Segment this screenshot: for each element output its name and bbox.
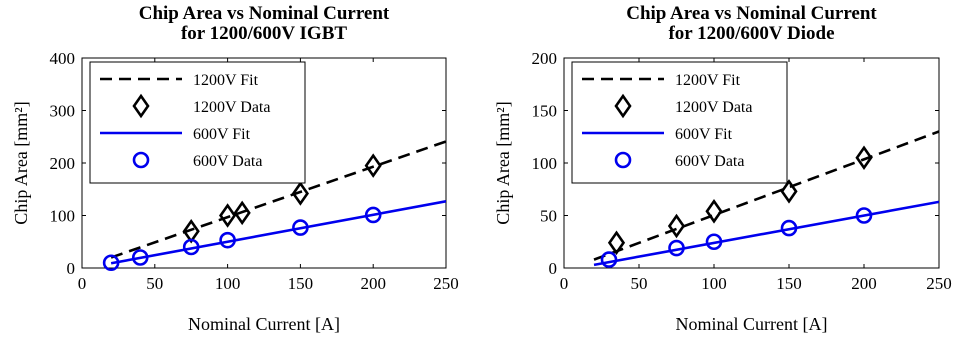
chart1-series-1200v-fit-line: [110, 140, 446, 259]
chart1-series-600v-data-point-4: [292, 219, 309, 236]
chart1-legend-entry-4-swatch: [132, 151, 150, 169]
chart1-series-600v-data-point-2: [182, 238, 200, 256]
chart1-xlabel: Nominal Current [A]: [188, 314, 340, 334]
chart1-series-600v-fit-line: [110, 200, 446, 265]
chart1-series-1200v-data-point-2: [233, 200, 251, 226]
chart2-xtick-label-3: 150: [776, 274, 802, 293]
chart2-ytick-label-1: 50: [540, 207, 557, 226]
chart2-legend-entry-2-swatch: [614, 93, 632, 119]
chart2-xlabel: Nominal Current [A]: [676, 314, 828, 334]
chart1-ylabel: Chip Area [mm²]: [11, 101, 31, 224]
chart2-xtick-label-0: 0: [560, 274, 569, 293]
chart2-series-600v-data-point-1: [668, 239, 685, 257]
chart1-series-600v-data-point-5: [364, 206, 382, 224]
chart1-series-600v-data-point-0: [102, 254, 120, 272]
chart2-ytick-label-2: 100: [532, 154, 558, 173]
chart1-series-1200v-data-point-3: [291, 181, 309, 206]
chart1-legend-entry-3-label: 600V Fit: [193, 126, 251, 143]
chart2-title-line-2: for 1200/600V Diode: [668, 23, 834, 44]
chart2-xtick-label-4: 200: [851, 274, 877, 293]
chart2-series-1200v-data-point-3: [780, 179, 798, 204]
chart2-series-600v-fit-line: [593, 200, 939, 267]
chart1-ytick-label-2: 200: [50, 154, 76, 173]
chart2-series-600v-data-point-3: [780, 219, 798, 237]
chart2-legend-entry-3-label: 600V Fit: [675, 126, 733, 143]
chart2-series-600v-data-point-0: [600, 251, 618, 268]
chart1-xtick-label-2: 100: [215, 274, 241, 293]
chart2-legend: 1200V Fit 1200V Data 600V Fit 600V Data: [571, 61, 788, 184]
chart1-legend-entry-1-label: 1200V Fit: [193, 72, 259, 89]
chart2-series-1200v-data-point-1: [667, 213, 686, 239]
chart1-xtick-label-3: 150: [288, 274, 314, 293]
chart2-ylabel: Chip Area [mm²]: [493, 101, 513, 224]
chart1-legend-box: [89, 61, 306, 184]
chart1-xtick-label-1: 50: [146, 274, 163, 293]
chart2-ytick-label-3: 150: [532, 102, 558, 121]
chart1-ytick-label-0: 0: [67, 259, 76, 278]
chart2-series-600v-data-point-2: [705, 233, 723, 251]
chart1-legend-entry-4-label: 600V Data: [193, 153, 262, 170]
chart1-series-600v-data-point-1: [131, 249, 149, 266]
chart2-ytick-label-4: 200: [532, 49, 558, 68]
chart1-legend-entry-2-swatch: [132, 93, 150, 119]
chart1-ytick-label-3: 300: [50, 102, 76, 121]
chart2-ytick-label-0: 0: [549, 259, 558, 278]
chart1-xtick-label-0: 0: [78, 274, 87, 293]
chart2-xtick-label-5: 250: [926, 274, 952, 293]
chart1-legend: 1200V Fit 1200V Data 600V Fit 600V Data: [89, 61, 306, 184]
chart2-title-line-1: Chip Area vs Nominal Current: [626, 3, 877, 24]
chart2-legend-box: [571, 61, 788, 184]
chart2-series-1200v-fit-line: [593, 130, 939, 261]
chart2-legend-entry-2-label: 1200V Data: [675, 99, 752, 116]
chart2-legend-entry-4-label: 600V Data: [675, 153, 744, 170]
chart1-xtick-label-5: 250: [433, 274, 459, 293]
chart2-legend-entry-1-label: 1200V Fit: [675, 72, 741, 89]
chart1-legend-entry-2-label: 1200V Data: [193, 99, 270, 116]
chart1-ytick-label-4: 400: [50, 49, 76, 68]
chart2-series-1200v-data-point-4: [855, 145, 873, 171]
chart2-xtick-label-1: 50: [631, 274, 648, 293]
chart1-title-line-1: Chip Area vs Nominal Current: [139, 3, 390, 24]
chart1-series-1200v-data-point-4: [364, 153, 382, 178]
chart2-xtick-label-2: 100: [701, 274, 727, 293]
chart1-xtick-label-4: 200: [360, 274, 386, 293]
chart1-series-600v-data-point-3: [219, 231, 236, 249]
chart2-plot-area: [593, 130, 939, 267]
chart2-series-1200v-data-point-0: [607, 230, 626, 256]
chart1-plot-area: [110, 140, 446, 265]
chart2-legend-entry-4-swatch: [614, 151, 632, 169]
chart2-series-1200v-data-point-2: [705, 199, 723, 224]
chart1-ytick-label-1: 100: [50, 207, 76, 226]
chart1-series-1200v-data-point-1: [219, 203, 237, 228]
chart1-title-line-2: for 1200/600V IGBT: [181, 23, 347, 44]
chart2-series-600v-data-point-4: [855, 207, 873, 224]
